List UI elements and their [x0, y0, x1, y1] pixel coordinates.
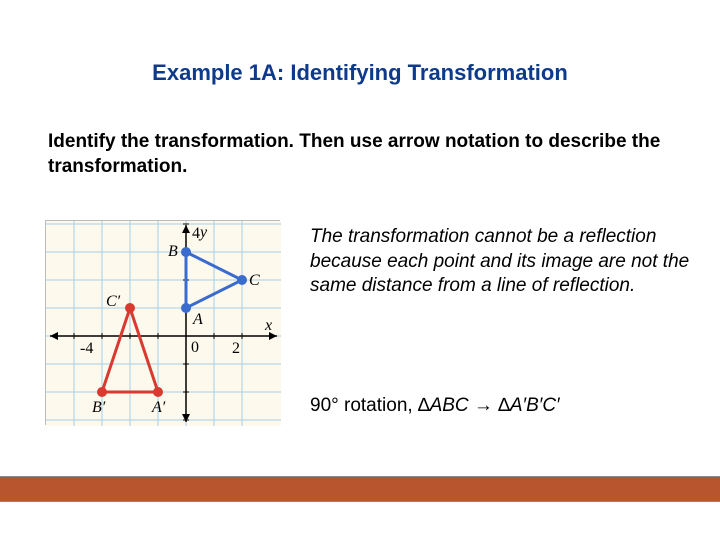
- svg-text:C: C: [249, 272, 260, 289]
- coordinate-graph: -4 2 4 0 x y B C A C′ B′ A′: [45, 220, 280, 425]
- answer-prefix: 90° rotation,: [310, 395, 418, 416]
- example-title: Example 1A: Identifying Transformation: [0, 60, 720, 86]
- answer-line: 90° rotation, ∆ABC → ∆A′B′C′: [310, 395, 700, 417]
- instruction-text: Identify the transformation. Then use ar…: [48, 130, 668, 179]
- footer-bar: [0, 476, 720, 502]
- svg-text:-4: -4: [80, 340, 93, 357]
- answer-delta1: ∆: [418, 395, 430, 416]
- svg-text:x: x: [264, 317, 272, 334]
- answer-delta2: ∆: [498, 395, 510, 416]
- svg-text:A′: A′: [151, 399, 166, 416]
- svg-text:0: 0: [191, 339, 199, 356]
- svg-text:4: 4: [192, 225, 200, 242]
- answer-preimage: ABC: [430, 395, 469, 416]
- svg-text:A: A: [192, 311, 203, 328]
- graph-svg: -4 2 4 0 x y B C A C′ B′ A′: [46, 221, 281, 426]
- svg-text:C′: C′: [106, 293, 121, 310]
- svg-text:y: y: [198, 224, 208, 241]
- explanation-text: The transformation cannot be a reflectio…: [310, 225, 700, 299]
- svg-text:B′: B′: [92, 399, 106, 416]
- answer-image: A′B′C′: [510, 395, 560, 416]
- svg-text:2: 2: [232, 340, 240, 357]
- answer-arrow: →: [469, 395, 499, 416]
- svg-text:B: B: [168, 243, 178, 260]
